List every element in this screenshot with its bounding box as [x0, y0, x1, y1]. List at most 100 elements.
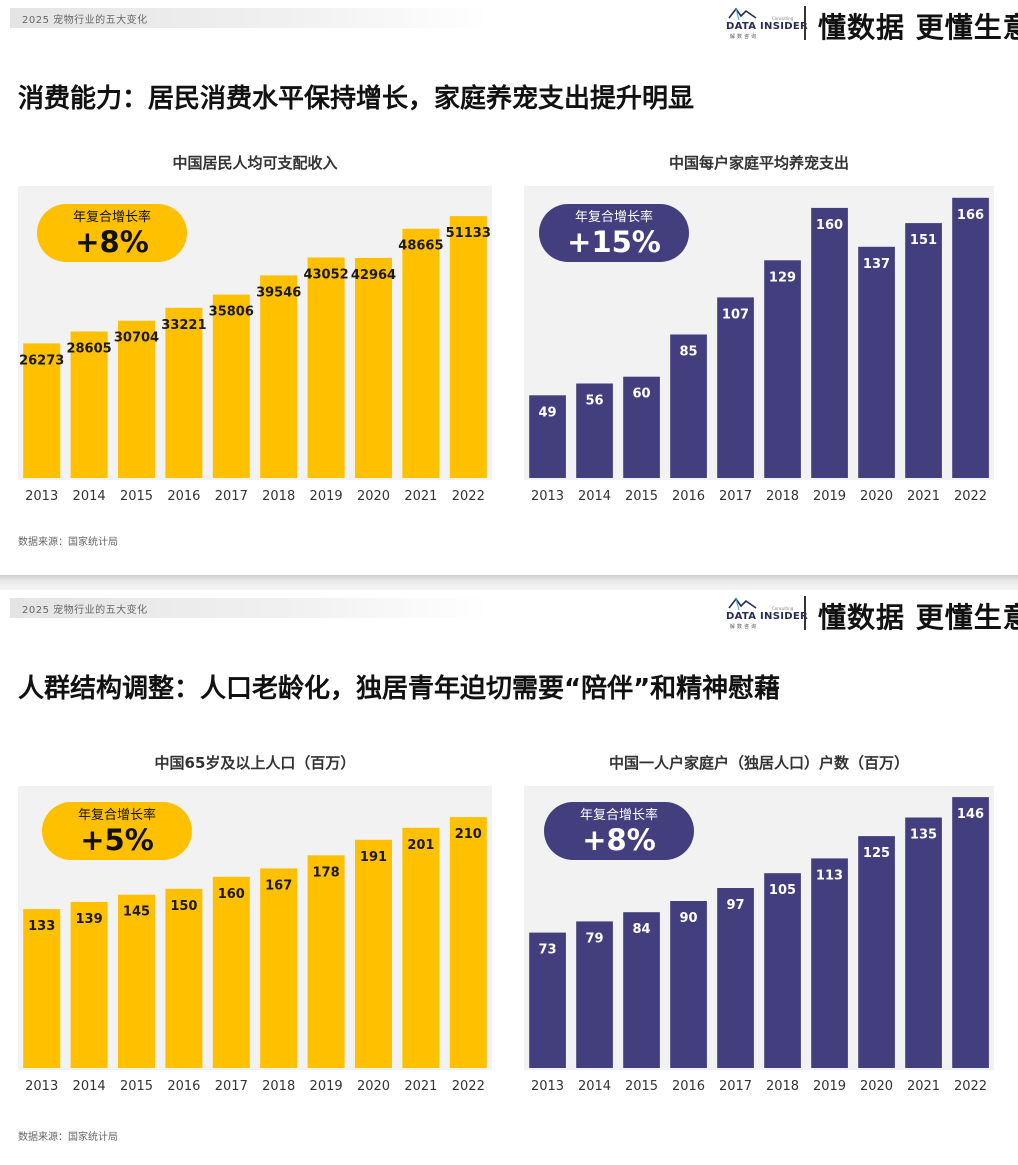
- x-tick-label: 2019: [813, 489, 846, 504]
- bar-2021: [905, 223, 942, 478]
- cagr-label: 年复合增长率: [77, 808, 156, 823]
- page-title: 人群结构调整：人口老龄化，独居青年迫切需要“陪伴”和精神慰藉: [18, 674, 781, 704]
- bar-2013: [529, 932, 566, 1068]
- x-tick-label: 2016: [167, 489, 200, 504]
- data-label: 135: [910, 828, 937, 843]
- bar-2014: [576, 921, 613, 1068]
- chart-title: 中国每户家庭平均养宠支出: [668, 154, 849, 172]
- bar-2022: [952, 797, 989, 1068]
- bar-2017: [212, 294, 250, 478]
- data-label: 42964: [351, 268, 396, 283]
- bar-2021: [905, 817, 942, 1068]
- data-label: 30704: [114, 331, 159, 346]
- data-label: 85: [679, 345, 697, 360]
- bar-2015: [118, 320, 155, 478]
- x-tick-label: 2021: [907, 489, 940, 504]
- bar-2020: [858, 836, 895, 1068]
- cagr-badge: 年复合增长率 +8%: [544, 802, 694, 860]
- data-label: 90: [679, 911, 697, 926]
- data-label: 84: [632, 922, 650, 937]
- x-tick-label: 2013: [531, 489, 564, 504]
- data-label: 151: [910, 233, 937, 248]
- data-label: 39546: [256, 285, 301, 300]
- data-label: 113: [816, 868, 843, 883]
- data-label: 178: [313, 865, 340, 880]
- data-label: 167: [265, 878, 292, 893]
- x-tick-label: 2014: [73, 1079, 106, 1094]
- bar-2018: [260, 868, 298, 1068]
- data-label: 150: [170, 899, 197, 914]
- data-label: 97: [726, 898, 744, 913]
- data-label: 145: [123, 905, 150, 920]
- data-label: 129: [769, 270, 796, 285]
- bar-2016: [670, 334, 707, 478]
- bar-2013: [23, 343, 61, 478]
- bar-2015: [118, 894, 155, 1068]
- data-label: 210: [455, 827, 482, 842]
- bar-2014: [70, 331, 108, 478]
- logo-tiny-text: Consulting: [772, 606, 794, 611]
- data-label: 56: [585, 394, 603, 409]
- x-tick-label: 2021: [907, 1079, 940, 1094]
- slogan: 懂数据 更懂生意: [818, 601, 1018, 634]
- bar-2018: [260, 275, 298, 478]
- x-tick-label: 2022: [452, 489, 485, 504]
- bar-2013: [23, 909, 61, 1068]
- section-topbar: 2025 宠物行业的五大变化: [10, 598, 490, 618]
- x-tick-label: 2019: [813, 1079, 846, 1094]
- bar-2016: [165, 888, 203, 1068]
- data-label: 51133: [446, 226, 491, 241]
- data-label: 43052: [303, 268, 348, 283]
- x-tick-label: 2017: [719, 489, 752, 504]
- slide-separator: [0, 575, 1018, 590]
- data-source: 数据来源：国家统计局: [18, 1132, 118, 1143]
- x-tick-label: 2019: [310, 489, 343, 504]
- data-label: 33221: [161, 318, 206, 333]
- data-label: 201: [407, 838, 434, 853]
- x-tick-label: 2015: [625, 1079, 658, 1094]
- x-tick-label: 2016: [167, 1079, 200, 1094]
- bar-2016: [165, 307, 203, 478]
- x-tick-label: 2018: [766, 489, 799, 504]
- section-label: 2025 宠物行业的五大变化: [22, 605, 148, 616]
- x-tick-label: 2014: [578, 489, 611, 504]
- x-tick-label: 2013: [25, 1079, 58, 1094]
- x-tick-label: 2022: [452, 1079, 485, 1094]
- logo-subtext: 解数咨询: [730, 624, 759, 630]
- bar-2019: [811, 207, 848, 478]
- bar-2021: [402, 827, 440, 1068]
- logo-subtext: 解数咨询: [730, 34, 759, 40]
- x-tick-label: 2014: [73, 489, 106, 504]
- bar-2018: [764, 873, 801, 1068]
- logo-mark-icon: [728, 7, 757, 21]
- cagr-value: +8%: [582, 823, 656, 857]
- cagr-badge: 年复合增长率 +8%: [37, 204, 187, 262]
- x-tick-label: 2015: [625, 489, 658, 504]
- data-label: 107: [722, 307, 749, 322]
- x-tick-label: 2017: [215, 1079, 248, 1094]
- data-label: 26273: [19, 353, 64, 368]
- logo-text: DATA INSIDER: [726, 21, 808, 32]
- cagr-value: +15%: [567, 225, 661, 259]
- data-label: 191: [360, 850, 387, 865]
- cagr-badge: 年复合增长率 +15%: [539, 204, 689, 262]
- slide-consumption: 2025 宠物行业的五大变化 Consulting DATA INSIDER 解…: [0, 0, 1018, 575]
- cagr-value: +5%: [80, 823, 154, 857]
- bar-chart-single-households: 73 2013 79 2014 84 2015 90 2016 97 2017 105 2018 113…: [529, 797, 989, 1094]
- x-tick-label: 2016: [672, 489, 705, 504]
- slide-demographics: 2025 宠物行业的五大变化 Consulting DATA INSIDER 解…: [0, 590, 1018, 1165]
- bar-2022: [449, 817, 487, 1068]
- bar-2017: [212, 876, 250, 1068]
- data-label: 28605: [66, 342, 111, 357]
- data-label: 73: [538, 943, 556, 958]
- bar-2022: [449, 216, 487, 478]
- bar-2017: [717, 888, 754, 1068]
- bar-2018: [764, 260, 801, 478]
- section-label: 2025 宠物行业的五大变化: [22, 15, 148, 26]
- header-divider: [804, 6, 806, 40]
- bar-2016: [670, 901, 707, 1068]
- x-tick-label: 2017: [719, 1079, 752, 1094]
- bar-2019: [811, 858, 848, 1068]
- x-tick-label: 2014: [578, 1079, 611, 1094]
- x-tick-label: 2015: [120, 1079, 153, 1094]
